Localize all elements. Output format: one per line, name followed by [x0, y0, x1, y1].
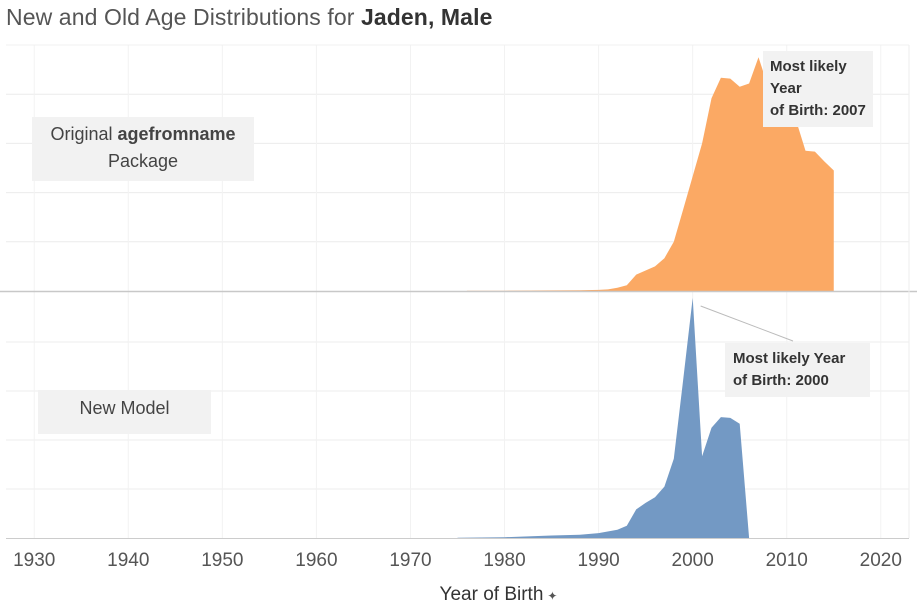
- top-label-prefix: Original: [50, 124, 113, 144]
- top-area-series[interactable]: [466, 57, 834, 291]
- bottom-panel-label: New Model: [38, 390, 211, 434]
- x-tick-label-1930: 1930: [13, 550, 55, 571]
- x-axis-ticks: 1930 1940 1950 1960 1970 1980 1990 2000 2010 2020: [13, 550, 902, 571]
- x-tick-label-2000: 2000: [672, 550, 714, 571]
- x-tick-label-1970: 1970: [389, 550, 431, 571]
- chart-title-name: Jaden, Male: [360, 4, 493, 30]
- x-tick-label-1980: 1980: [483, 550, 525, 571]
- top-annotation: Most likely Year of Birth: 2007: [763, 51, 873, 127]
- x-tick-label-1990: 1990: [577, 550, 619, 571]
- chart-title-prefix: New and Old Age Distributions for: [6, 4, 355, 30]
- annotation-leaders: [700, 305, 794, 342]
- top-panel-label-line1: Original agefromname: [32, 121, 254, 148]
- panel-frame: [0, 44, 917, 539]
- x-tick-label-2010: 2010: [766, 550, 808, 571]
- top-annotation-line2: of Birth: 2007: [770, 102, 866, 119]
- bottom-annotation-leader: [700, 305, 794, 342]
- x-tick-label-2020: 2020: [860, 550, 902, 571]
- top-label-package-name: agefromname: [117, 124, 236, 144]
- bottom-annotation-line2: of Birth: 2000: [733, 372, 829, 389]
- bottom-annotation-line1: Most likely Year: [733, 350, 846, 367]
- area-series: [457, 57, 834, 538]
- x-tick-label-1940: 1940: [107, 550, 149, 571]
- bottom-area-series[interactable]: [457, 297, 750, 538]
- top-panel-label: Original agefromname Package: [32, 117, 254, 181]
- x-tick-label-1960: 1960: [295, 550, 337, 571]
- top-annotation-line1: Most likely Year: [770, 58, 847, 97]
- x-tick-label-1950: 1950: [201, 550, 243, 571]
- x-axis-title-row: Year of Birth ✦: [0, 584, 917, 606]
- pin-icon[interactable]: ✦: [547, 589, 558, 603]
- chart-title: New and Old Age Distributions for Jaden,…: [6, 4, 492, 31]
- bottom-annotation: Most likely Year of Birth: 2000: [725, 343, 870, 397]
- top-label-line2: Package: [107, 151, 179, 171]
- x-axis-title: Year of Birth: [439, 584, 544, 605]
